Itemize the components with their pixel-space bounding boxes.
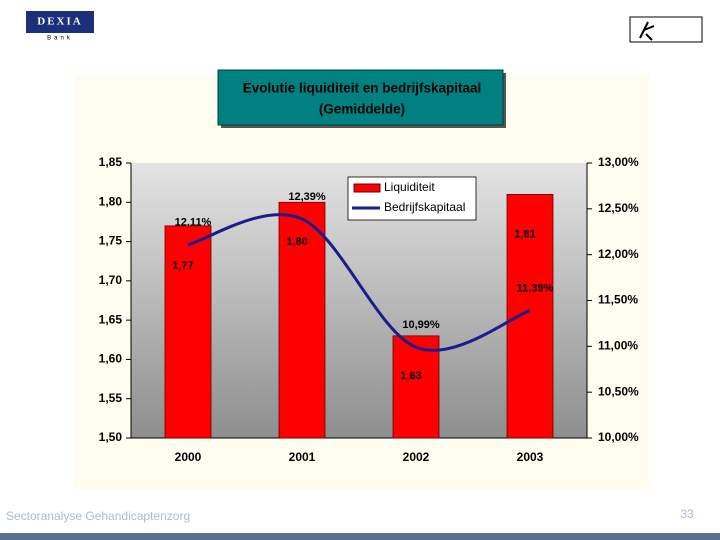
chart-subtitle: (Gemiddelde) xyxy=(319,102,405,117)
y-tick-label: 1,85 xyxy=(99,155,123,169)
line-value-label: 10,99% xyxy=(402,319,440,331)
y2-tick-label: 11,00% xyxy=(598,339,638,353)
bar-value-label: 1,80 xyxy=(286,236,307,248)
legend-swatch xyxy=(353,183,381,193)
y-tick-label: 1,75 xyxy=(99,234,123,248)
y-tick-label: 1,50 xyxy=(99,430,123,444)
line-value-label: 12,39% xyxy=(288,191,326,203)
y2-tick-label: 12,50% xyxy=(598,201,639,215)
x-tick-label: 2003 xyxy=(517,450,544,464)
bar-value-label: 1,77 xyxy=(172,260,193,272)
logo-text: DEXIA xyxy=(37,16,82,28)
line-value-label: 12,11% xyxy=(175,216,212,228)
y2-tick-label: 10,50% xyxy=(598,384,639,398)
logo-sub: Bank xyxy=(47,36,73,42)
bar-value-label: 1,63 xyxy=(400,370,421,382)
legend-label: Bedrijfskapitaal xyxy=(384,200,465,214)
y-tick-label: 1,55 xyxy=(99,391,123,405)
chart-title: Evolutie liquiditeit en bedrijfskapitaal xyxy=(243,81,482,96)
y2-tick-label: 13,00% xyxy=(598,155,639,169)
bar xyxy=(392,335,440,439)
bar xyxy=(506,194,554,439)
bar-value-label: 1,81 xyxy=(514,228,535,240)
x-tick-label: 2000 xyxy=(175,450,202,464)
y-tick-label: 1,60 xyxy=(99,352,123,366)
title-box xyxy=(217,69,504,126)
legend-label: Liquiditeit xyxy=(384,180,435,194)
bar xyxy=(164,225,212,439)
x-tick-label: 2001 xyxy=(289,450,316,464)
footer: Sectoranalyse Gehandicaptenzorg xyxy=(6,509,190,523)
line-value-label: 11,39% xyxy=(517,282,554,294)
line xyxy=(187,213,531,352)
y-tick-label: 1,65 xyxy=(99,312,123,326)
logo-left xyxy=(26,11,94,33)
logo-icon xyxy=(639,21,655,41)
bottom-strip xyxy=(0,533,720,540)
bar xyxy=(278,201,326,439)
y-tick-label: 1,70 xyxy=(99,273,123,287)
logo-right xyxy=(629,16,703,43)
x-tick-label: 2002 xyxy=(403,450,430,464)
y-tick-label: 1,80 xyxy=(99,194,123,208)
page-number: 33 xyxy=(680,507,694,521)
y2-tick-label: 11,50% xyxy=(598,293,638,307)
y2-tick-label: 10,00% xyxy=(598,430,639,444)
y2-tick-label: 12,00% xyxy=(598,247,639,261)
